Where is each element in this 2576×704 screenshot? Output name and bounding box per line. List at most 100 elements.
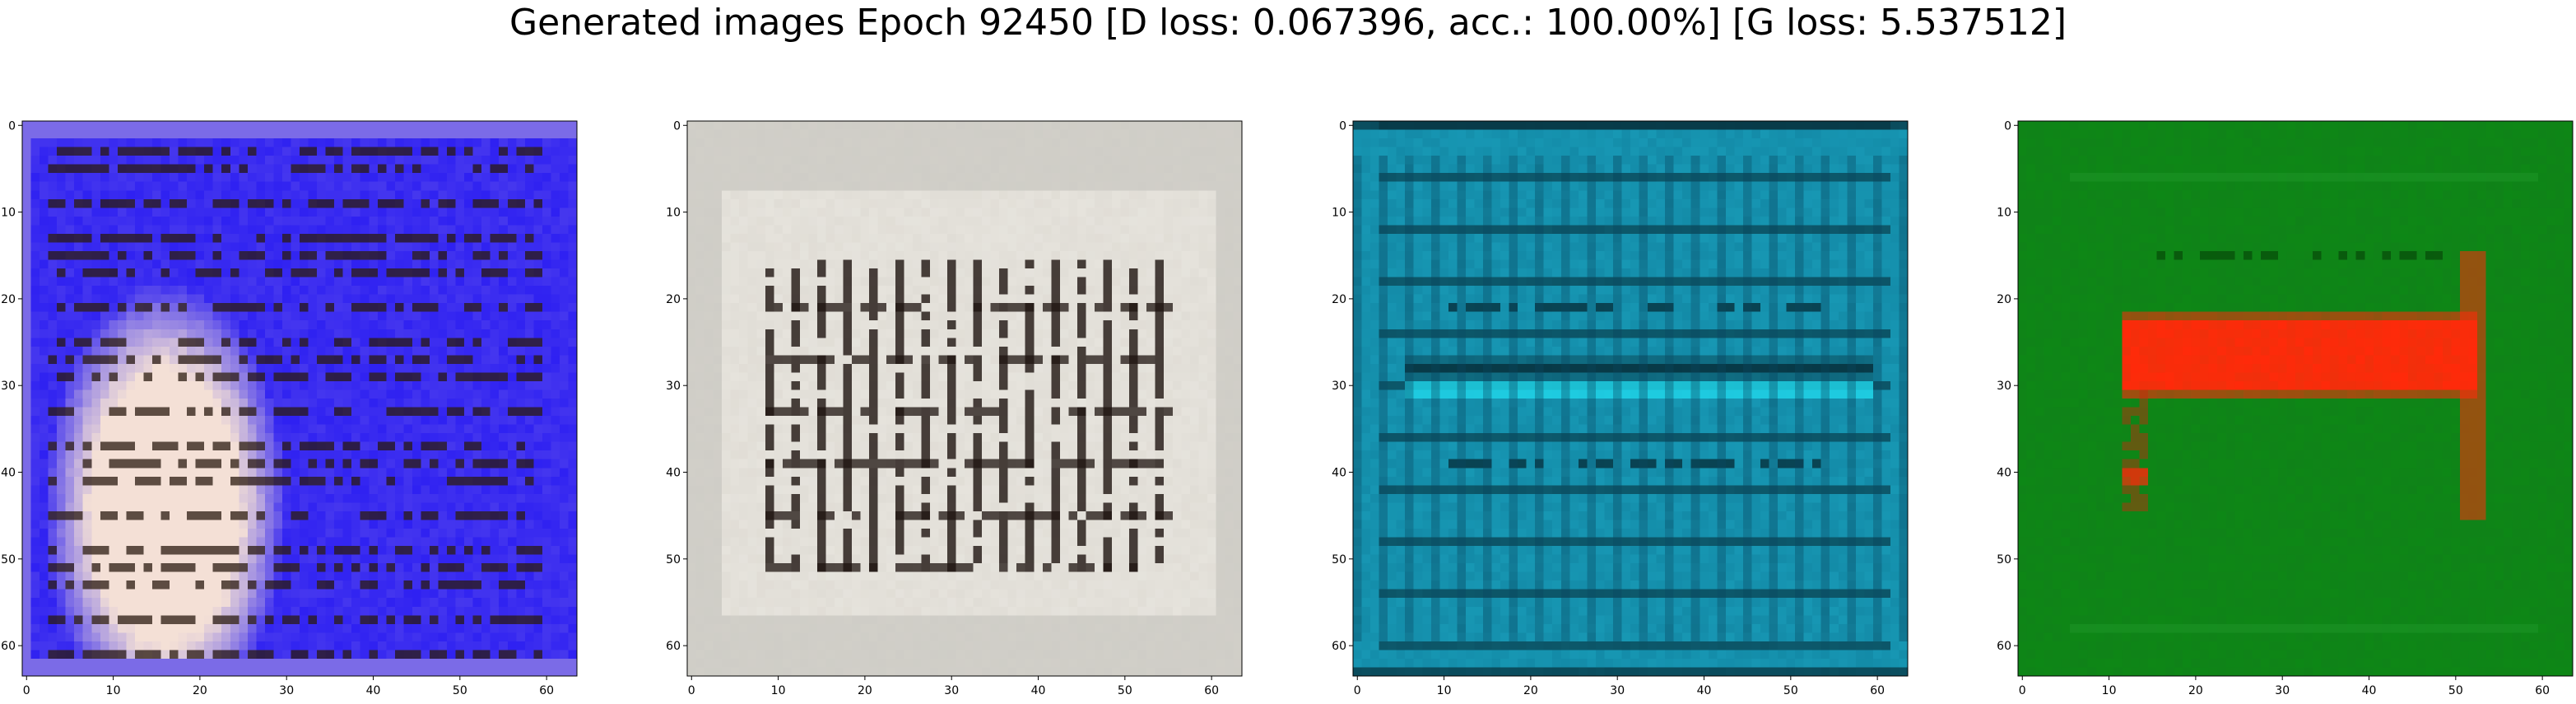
image-pixel bbox=[66, 590, 75, 599]
image-pixel bbox=[126, 190, 135, 199]
image-pixel bbox=[334, 607, 343, 616]
image-pixel bbox=[921, 182, 930, 191]
image-pixel bbox=[378, 242, 387, 251]
image-pixel bbox=[239, 312, 248, 321]
image-pixel bbox=[731, 225, 740, 234]
image-pixel bbox=[179, 408, 188, 417]
image-pixel bbox=[1077, 182, 1086, 191]
image-pixel bbox=[196, 511, 205, 520]
image-pixel bbox=[1146, 165, 1155, 174]
image-pixel bbox=[248, 268, 257, 277]
image-pixel bbox=[143, 156, 152, 165]
image-pixel bbox=[1233, 225, 1242, 234]
image-pixel bbox=[965, 199, 974, 208]
image-pixel bbox=[152, 442, 161, 451]
image-pixel bbox=[334, 425, 343, 434]
image-pixel bbox=[921, 138, 930, 147]
image-pixel bbox=[560, 485, 569, 494]
image-pixel bbox=[40, 555, 49, 564]
image-pixel bbox=[66, 546, 75, 555]
image-pixel bbox=[1146, 138, 1155, 147]
image-pixel bbox=[826, 121, 835, 130]
image-pixel bbox=[109, 217, 118, 226]
image-pixel bbox=[421, 320, 430, 329]
image-pixel bbox=[895, 138, 904, 147]
image-pixel bbox=[430, 372, 439, 381]
image-pixel bbox=[430, 260, 439, 269]
image-pixel bbox=[369, 381, 378, 390]
image-pixel bbox=[439, 477, 448, 486]
image-pixel bbox=[66, 364, 75, 373]
image-pixel bbox=[230, 468, 239, 477]
image-pixel bbox=[1129, 190, 1138, 199]
image-pixel bbox=[40, 165, 49, 174]
image-pixel bbox=[135, 207, 144, 217]
image-pixel bbox=[464, 641, 473, 650]
y-tick-label: 10 bbox=[1, 207, 16, 220]
image-pixel bbox=[343, 364, 352, 373]
image-pixel bbox=[334, 511, 343, 520]
image-pixel bbox=[378, 650, 387, 659]
image-pixel bbox=[40, 381, 49, 390]
image-pixel bbox=[395, 130, 404, 139]
image-pixel bbox=[256, 477, 265, 486]
image-pixel bbox=[533, 641, 542, 650]
image-pixel bbox=[248, 485, 257, 494]
image-pixel bbox=[542, 217, 551, 226]
image-pixel bbox=[135, 199, 144, 208]
image-pixel bbox=[560, 555, 569, 564]
image-pixel bbox=[74, 590, 83, 599]
image-pixel bbox=[300, 329, 309, 338]
image-pixel bbox=[1216, 138, 1225, 147]
image-pixel bbox=[291, 563, 300, 572]
image-pixel bbox=[560, 529, 569, 538]
image-pixel bbox=[447, 372, 456, 381]
image-pixel bbox=[1112, 130, 1121, 139]
image-pixel bbox=[1016, 182, 1025, 191]
image-pixel bbox=[403, 580, 412, 590]
image-pixel bbox=[248, 590, 257, 599]
image-pixel bbox=[100, 502, 109, 511]
image-pixel bbox=[481, 538, 491, 547]
image-pixel bbox=[135, 355, 144, 364]
image-pixel bbox=[170, 442, 179, 451]
image-pixel bbox=[31, 182, 40, 191]
image-pixel bbox=[161, 199, 170, 208]
image-pixel bbox=[343, 207, 352, 217]
image-pixel bbox=[291, 295, 300, 304]
image-pixel bbox=[1008, 121, 1017, 130]
image-pixel bbox=[40, 659, 49, 668]
image-pixel bbox=[100, 650, 109, 659]
image-pixel bbox=[421, 607, 430, 616]
image-pixel bbox=[568, 641, 577, 650]
image-pixel bbox=[170, 364, 179, 373]
image-pixel bbox=[334, 442, 343, 451]
image-pixel bbox=[687, 199, 696, 208]
image-pixel bbox=[722, 225, 731, 234]
image-pixel bbox=[221, 632, 230, 641]
image-pixel bbox=[74, 598, 83, 607]
image-pixel bbox=[118, 312, 127, 321]
image-pixel bbox=[100, 312, 109, 321]
image-pixel bbox=[213, 165, 222, 174]
image-pixel bbox=[213, 130, 222, 139]
image-pixel bbox=[568, 121, 577, 130]
image-pixel bbox=[221, 425, 230, 434]
image-pixel bbox=[430, 632, 439, 641]
image-pixel bbox=[1034, 121, 1043, 130]
image-pixel bbox=[1016, 199, 1025, 208]
image-pixel bbox=[100, 217, 109, 226]
image-pixel bbox=[309, 251, 318, 260]
image-pixel bbox=[239, 450, 248, 459]
image-pixel bbox=[343, 590, 352, 599]
image-pixel bbox=[1034, 182, 1043, 191]
image-pixel bbox=[447, 295, 456, 304]
image-pixel bbox=[57, 511, 66, 520]
image-pixel bbox=[568, 511, 577, 520]
image-pixel bbox=[1016, 217, 1025, 226]
image-pixel bbox=[861, 165, 870, 174]
image-pixel bbox=[309, 502, 318, 511]
image-pixel bbox=[1164, 165, 1173, 174]
image-pixel bbox=[913, 207, 922, 217]
image-pixel bbox=[317, 459, 326, 469]
